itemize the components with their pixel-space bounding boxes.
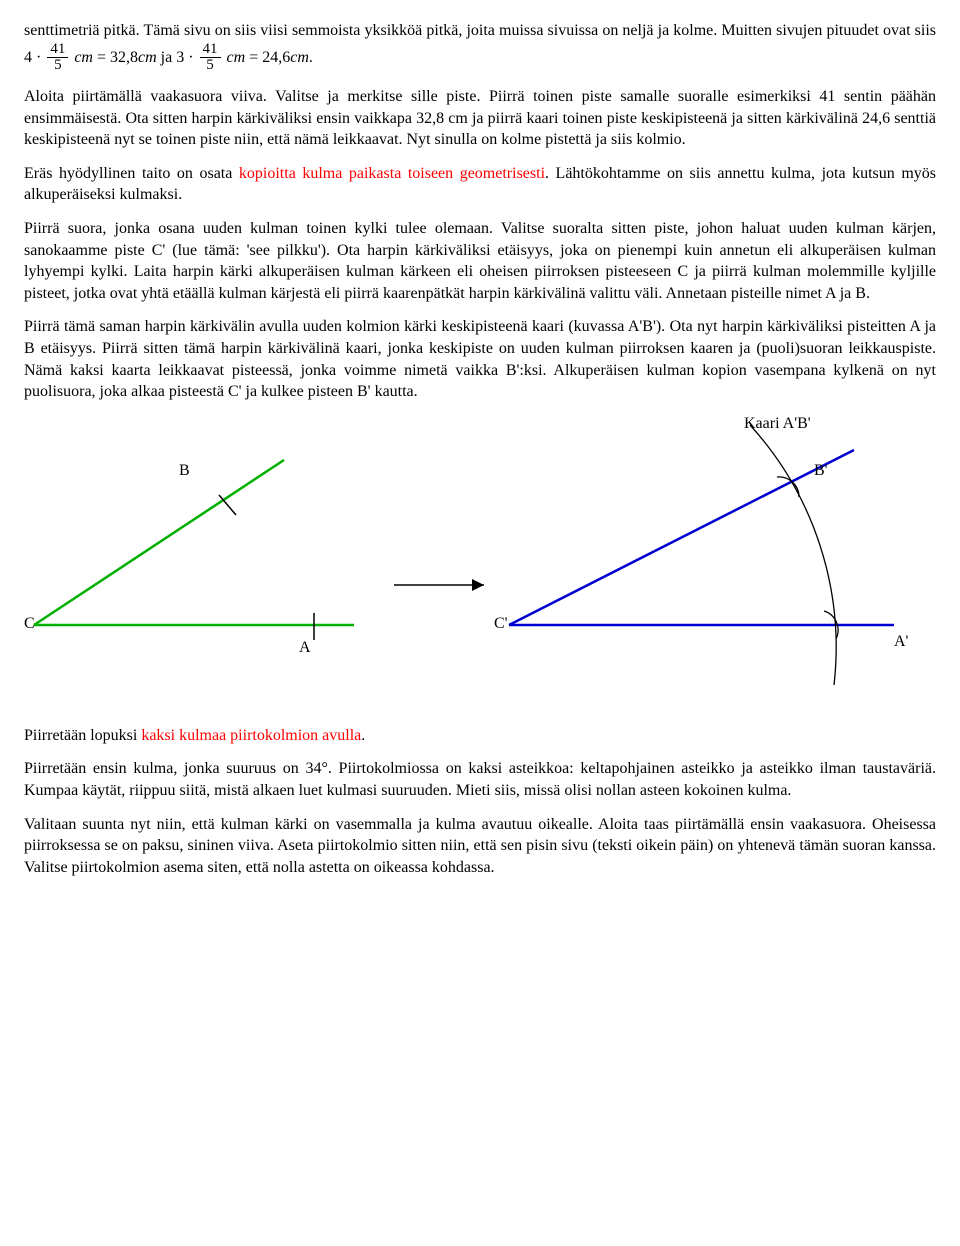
original-upper-line <box>34 460 284 625</box>
paragraph-1: senttimetriä pitkä. Tämä sivu on siis vi… <box>24 20 936 74</box>
paragraph-8: Valitaan suunta nyt niin, että kulman kä… <box>24 814 936 879</box>
label-B-prime: B' <box>814 460 828 482</box>
paragraph-4: Piirrä suora, jonka osana uuden kulman t… <box>24 218 936 304</box>
math-expr-2: 3 · 41 5 cm = 24,6cm <box>176 42 309 75</box>
p1-text-a: senttimetriä pitkä. Tämä sivu on siis vi… <box>24 22 936 39</box>
label-C: C <box>24 613 35 635</box>
arrow-head <box>472 579 484 591</box>
copy-upper-line <box>509 450 854 625</box>
paragraph-7: Piirretään ensin kulma, jonka suuruus on… <box>24 758 936 801</box>
angle-copy-diagram: B C A Kaari A'B' B' C' A' <box>24 415 936 695</box>
label-C-prime: C' <box>494 613 508 635</box>
paragraph-3: Eräs hyödyllinen taito on osata kopioitt… <box>24 163 936 206</box>
paragraph-5: Piirrä tämä saman harpin kärkivälin avul… <box>24 316 936 402</box>
label-B: B <box>179 460 190 482</box>
math-expr-1: 4 · 41 5 cm = 32,8cm <box>24 42 157 75</box>
highlight-copy-angle: kopioitta kulma paikasta toiseen geometr… <box>239 165 545 182</box>
label-A-prime: A' <box>894 631 908 653</box>
paragraph-2: Aloita piirtämällä vaakasuora viiva. Val… <box>24 86 936 151</box>
fraction-2: 41 5 <box>200 42 221 75</box>
highlight-two-angles: kaksi kulmaa piirtokolmion avulla <box>141 727 361 744</box>
fraction-1: 41 5 <box>47 42 68 75</box>
label-A: A <box>299 637 311 659</box>
paragraph-6: Piirretään lopuksi kaksi kulmaa piirtoko… <box>24 725 936 747</box>
label-kaari: Kaari A'B' <box>744 413 811 435</box>
